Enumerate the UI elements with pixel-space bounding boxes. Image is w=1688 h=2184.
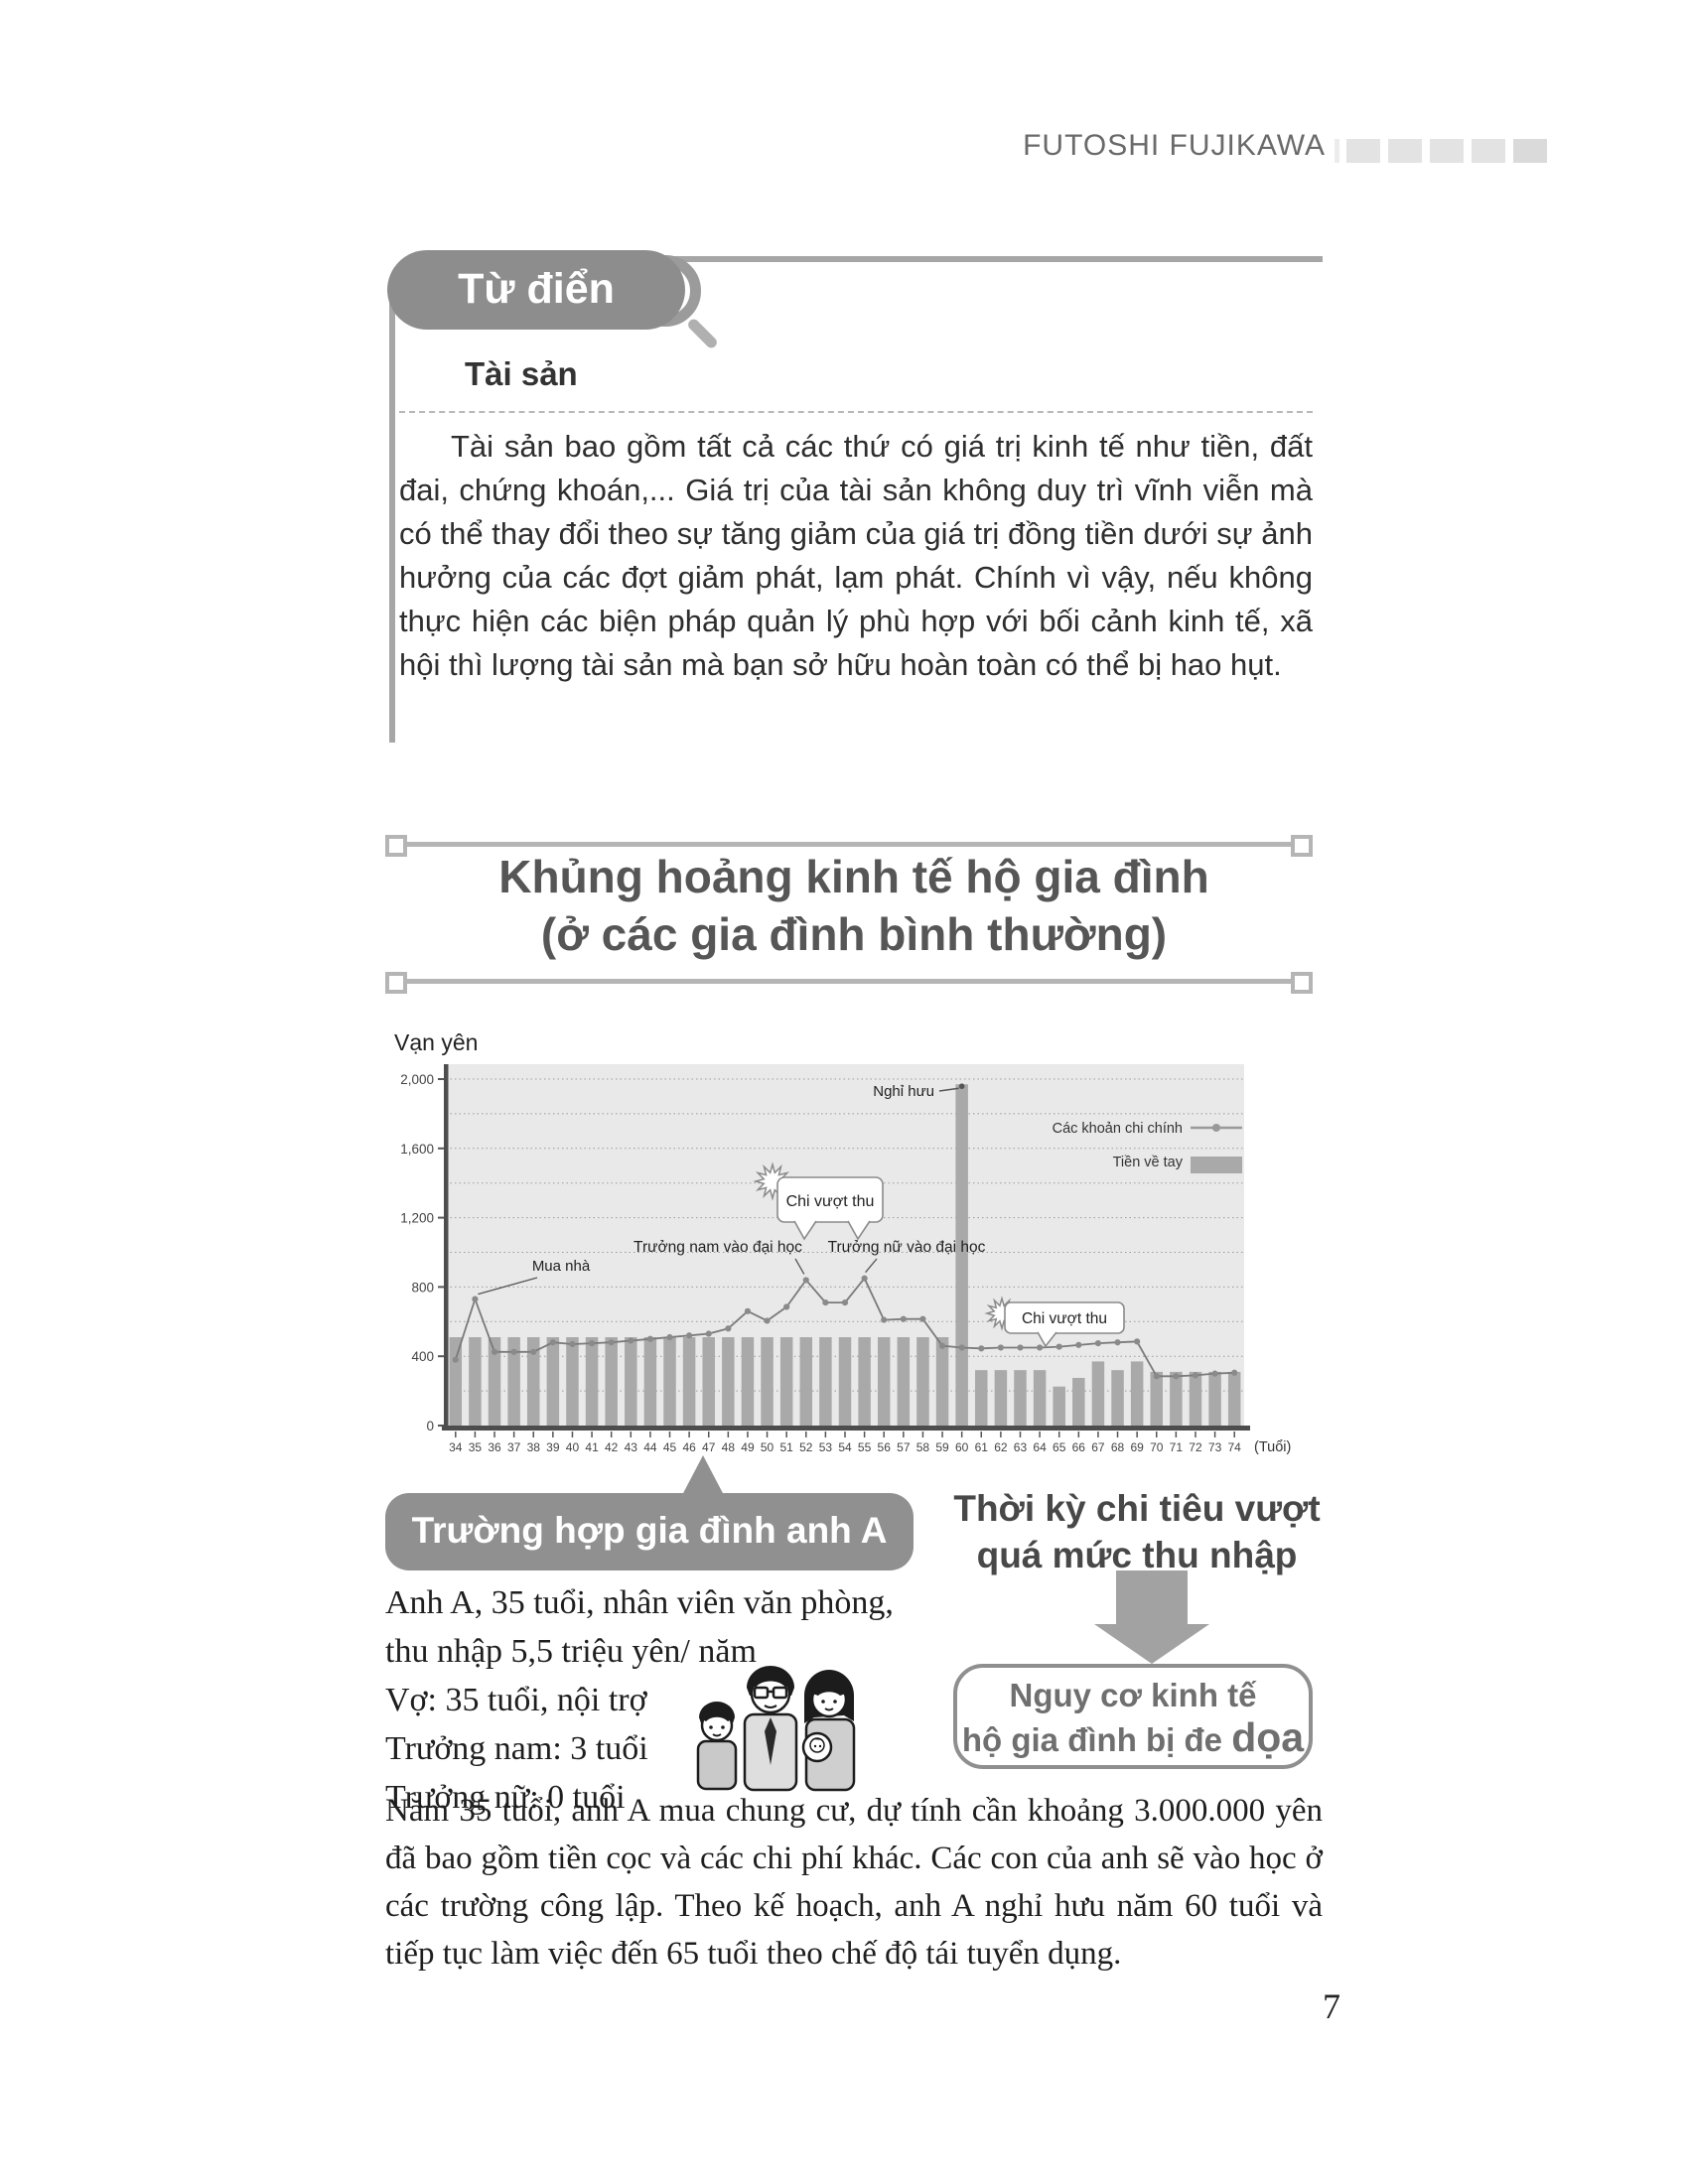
svg-text:Chi vượt thu: Chi vượt thu <box>1022 1310 1107 1327</box>
section-title: Khủng hoảng kinh tế hộ gia đình (ở các g… <box>387 848 1321 963</box>
header-divider <box>1335 139 1339 163</box>
header-square <box>1472 139 1505 163</box>
svg-text:66: 66 <box>1072 1440 1086 1454</box>
svg-text:62: 62 <box>994 1440 1008 1454</box>
section-title-line1: Khủng hoảng kinh tế hộ gia đình <box>498 851 1209 902</box>
svg-text:40: 40 <box>566 1440 580 1454</box>
svg-text:47: 47 <box>702 1440 716 1454</box>
svg-text:44: 44 <box>643 1440 657 1454</box>
dictionary-box-frame <box>389 256 1323 743</box>
header-square <box>1388 139 1422 163</box>
svg-text:39: 39 <box>546 1440 560 1454</box>
header-square <box>1430 139 1464 163</box>
case-details: Anh A, 35 tuổi, nhân viên văn phòng, thu… <box>385 1578 894 1822</box>
svg-text:67: 67 <box>1091 1440 1105 1454</box>
svg-text:42: 42 <box>605 1440 619 1454</box>
author-name: FUTOSHI FUJIKAWA <box>1023 129 1326 162</box>
dictionary-term: Tài sản <box>465 355 578 392</box>
household-finance-chart: Vạn yên 0 400 800 1,200 1,600 2,000 34 35 36 37 38 3… <box>394 1029 1291 1455</box>
dashed-divider <box>399 411 1313 413</box>
svg-text:34: 34 <box>449 1440 463 1454</box>
page-number: 7 <box>1323 1986 1340 2026</box>
banner-cap <box>385 972 407 994</box>
down-arrow-head <box>1094 1624 1209 1664</box>
svg-text:Chi vượt thu: Chi vượt thu <box>786 1193 875 1210</box>
svg-text:800: 800 <box>411 1280 434 1295</box>
dictionary-box-title: Từ điển <box>387 250 685 330</box>
svg-text:Các khoản chi chính: Các khoản chi chính <box>1053 1121 1183 1137</box>
svg-text:400: 400 <box>411 1349 434 1364</box>
svg-text:73: 73 <box>1208 1440 1222 1454</box>
header-square <box>1513 139 1547 163</box>
section-title-line2: (ở các gia đình bình thường) <box>540 908 1168 960</box>
svg-text:68: 68 <box>1111 1440 1125 1454</box>
svg-text:48: 48 <box>722 1440 736 1454</box>
svg-text:(Tuổi): (Tuổi) <box>1254 1439 1291 1455</box>
svg-text:59: 59 <box>935 1440 949 1454</box>
svg-text:71: 71 <box>1170 1440 1184 1454</box>
family-illustration <box>696 1666 856 1792</box>
risk-box: Nguy cơ kinh tế hộ gia đình bị đe dọa <box>953 1664 1313 1769</box>
svg-text:50: 50 <box>761 1440 774 1454</box>
svg-text:49: 49 <box>741 1440 755 1454</box>
svg-text:52: 52 <box>799 1440 813 1454</box>
down-arrow <box>1116 1570 1188 1624</box>
svg-text:1,200: 1,200 <box>400 1211 434 1226</box>
banner-line-bottom <box>395 979 1295 984</box>
risk-line1: Nguy cơ kinh tế <box>1009 1677 1257 1713</box>
svg-text:Vạn yên: Vạn yên <box>394 1029 478 1055</box>
svg-text:54: 54 <box>838 1440 852 1454</box>
banner-line-top <box>395 842 1295 847</box>
svg-text:Trưởng nữ vào đại học: Trưởng nữ vào đại học <box>828 1239 986 1256</box>
svg-text:Trưởng nam vào đại học: Trưởng nam vào đại học <box>633 1239 802 1256</box>
svg-text:46: 46 <box>682 1440 696 1454</box>
banner-cap <box>385 835 407 857</box>
banner-cap <box>1291 835 1313 857</box>
svg-text:55: 55 <box>858 1440 872 1454</box>
overspend-heading: Thời kỳ chi tiêu vượt quá mức thu nhập <box>948 1485 1326 1578</box>
case-badge: Trường hợp gia đình anh A <box>385 1493 914 1570</box>
svg-text:60: 60 <box>955 1440 969 1454</box>
svg-text:2,000: 2,000 <box>400 1072 434 1087</box>
svg-text:64: 64 <box>1033 1440 1047 1454</box>
svg-text:61: 61 <box>975 1440 989 1454</box>
svg-text:53: 53 <box>819 1440 833 1454</box>
badge-tail <box>681 1455 725 1497</box>
svg-text:41: 41 <box>585 1440 599 1454</box>
svg-text:45: 45 <box>663 1440 677 1454</box>
svg-text:65: 65 <box>1053 1440 1066 1454</box>
svg-text:37: 37 <box>507 1440 521 1454</box>
svg-text:0: 0 <box>426 1419 434 1433</box>
svg-text:56: 56 <box>878 1440 892 1454</box>
svg-text:70: 70 <box>1150 1440 1164 1454</box>
case-detail-line: Trưởng nam: 3 tuổi <box>385 1730 648 1767</box>
svg-text:57: 57 <box>897 1440 911 1454</box>
svg-text:Mua nhà: Mua nhà <box>532 1258 591 1275</box>
svg-text:Tiền về tay: Tiền về tay <box>1113 1155 1184 1170</box>
case-description: Năm 35 tuổi, anh A mua chung cư, dự tính… <box>385 1793 1323 1972</box>
svg-text:51: 51 <box>779 1440 793 1454</box>
svg-text:63: 63 <box>1014 1440 1028 1454</box>
overspend-heading-line2: quá mức thu nhập <box>976 1535 1298 1575</box>
svg-text:74: 74 <box>1228 1440 1242 1454</box>
svg-text:69: 69 <box>1130 1440 1144 1454</box>
svg-text:43: 43 <box>625 1440 638 1454</box>
dictionary-definition: Tài sản bao gồm tất cả các thứ có giá tr… <box>399 429 1313 682</box>
overspend-heading-line1: Thời kỳ chi tiêu vượt <box>953 1488 1321 1529</box>
banner-cap <box>1291 972 1313 994</box>
svg-text:36: 36 <box>488 1440 501 1454</box>
case-detail-line: Anh A, 35 tuổi, nhân viên văn phòng, <box>385 1584 894 1621</box>
case-detail-line: thu nhập 5,5 triệu yên/ năm <box>385 1633 757 1670</box>
svg-text:38: 38 <box>527 1440 541 1454</box>
svg-text:Nghỉ hưu: Nghỉ hưu <box>873 1083 934 1100</box>
svg-text:1,600: 1,600 <box>400 1142 434 1157</box>
case-detail-line: Vợ: 35 tuổi, nội trợ <box>385 1682 647 1718</box>
risk-line2: hộ gia đình bị đe dọa <box>961 1714 1305 1760</box>
svg-text:35: 35 <box>469 1440 483 1454</box>
header-square <box>1346 139 1380 163</box>
case-detail-line: Trưởng nữ: 0 tuổi <box>385 1779 626 1816</box>
svg-text:58: 58 <box>916 1440 930 1454</box>
svg-text:72: 72 <box>1189 1440 1202 1454</box>
